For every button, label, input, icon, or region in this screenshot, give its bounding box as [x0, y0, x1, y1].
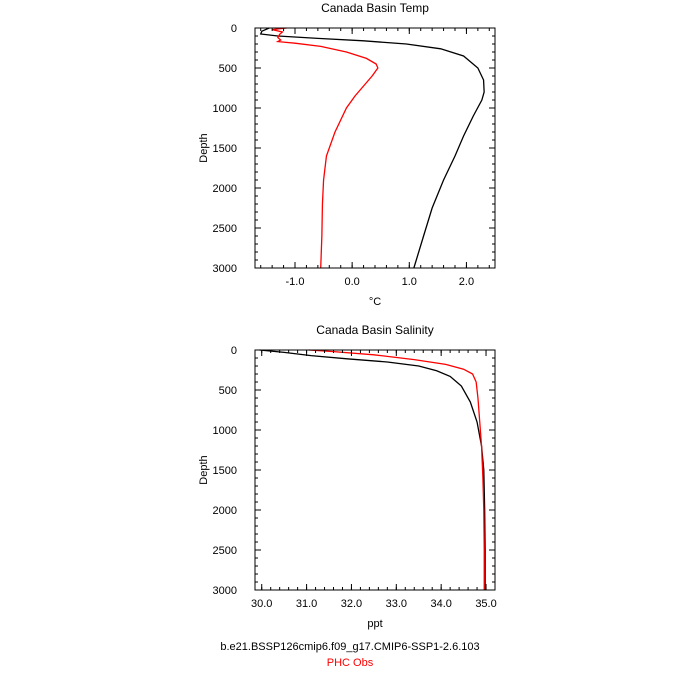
y-tick-label: 2500 — [213, 223, 237, 235]
model-caption: b.e21.BSSP126cmip6.f09_g17.CMIP6-SSP1-2.… — [220, 641, 480, 653]
chart-title: Canada Basin Temp — [321, 1, 429, 15]
x-axis-label: ppt — [367, 618, 382, 630]
y-tick-label: 3000 — [213, 585, 237, 597]
x-tick-label: 32.0 — [341, 598, 362, 610]
series-line-obs — [308, 349, 485, 590]
chart-title: Canada Basin Salinity — [316, 323, 433, 337]
y-tick-label: 2000 — [213, 505, 237, 517]
y-tick-label: 2000 — [213, 183, 237, 195]
x-tick-label: 34.0 — [430, 598, 451, 610]
y-tick-label: 2500 — [213, 545, 237, 557]
x-tick-label: 35.0 — [475, 598, 496, 610]
x-tick-label: 31.0 — [296, 598, 317, 610]
x-axis-label: °C — [369, 296, 381, 308]
x-tick-label: 1.0 — [402, 276, 417, 288]
y-tick-label: 1000 — [213, 103, 237, 115]
x-tick-label: 33.0 — [386, 598, 407, 610]
y-tick-label: 1500 — [213, 143, 237, 155]
y-tick-label: 0 — [231, 345, 237, 357]
series-line-model — [259, 27, 485, 269]
x-tick-label: -1.0 — [286, 276, 305, 288]
x-tick-label: 0.0 — [344, 276, 359, 288]
y-axis-label: Depth — [198, 455, 210, 484]
y-tick-label: 1500 — [213, 465, 237, 477]
x-tick-label: 30.0 — [251, 598, 272, 610]
x-tick-label: 2.0 — [459, 276, 474, 288]
observations-caption: PHC Obs — [326, 657, 374, 669]
y-tick-label: 3000 — [213, 263, 237, 275]
y-tick-label: 0 — [231, 23, 237, 35]
y-tick-label: 500 — [219, 385, 237, 397]
y-tick-label: 500 — [219, 63, 237, 75]
y-tick-label: 1000 — [213, 425, 237, 437]
series-line-obs — [271, 27, 379, 269]
temperature-panel: Canada Basin Temp -1.0 0.0 1.0 2.0 0 500 1000 15… — [198, 1, 496, 308]
y-axis-label: Depth — [198, 133, 210, 162]
salinity-panel: Canada Basin Salinity 30.0 31.0 32.0 33.0 34.… — [198, 323, 497, 630]
series-line-model — [259, 349, 486, 590]
